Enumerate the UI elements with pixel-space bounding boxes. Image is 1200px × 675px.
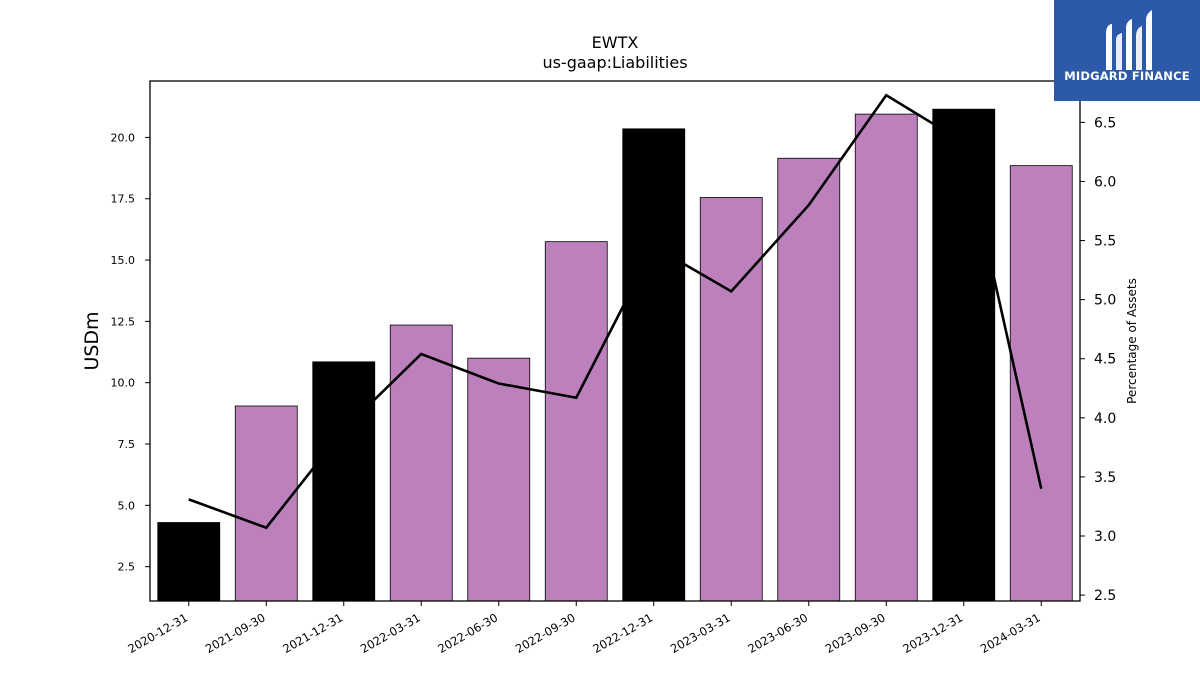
bar [389, 324, 453, 602]
x-tick-label: 2023-03-31 [668, 610, 733, 656]
y2-tick-label: 5.0 [1094, 293, 1116, 309]
x-tick-label: 2022-09-30 [513, 610, 578, 656]
chart-subtitle: us-gaap:Liabilities [542, 53, 687, 72]
y2-axis-label: Percentage of Assets [1125, 278, 1139, 404]
y-axis-right: 2.5 3.0 3.5 4.0 4.5 5.0 5.5 6.0 6.5 [1080, 115, 1116, 604]
y-tick-label: 17.5 [111, 193, 136, 206]
y-tick-label: 5.0 [118, 499, 136, 512]
bar [777, 157, 841, 602]
bar [544, 241, 608, 602]
y2-tick-label: 5.5 [1094, 234, 1116, 250]
y-tick-label: 20.0 [111, 131, 136, 144]
x-tick-label: 2024-03-31 [978, 610, 1043, 656]
bar [1009, 165, 1073, 602]
x-tick-label: 2022-03-31 [358, 610, 423, 656]
y-tick-label: 2.5 [118, 561, 136, 574]
x-axis: 2020-12-31 2021-09-30 2021-12-31 2022-03-31… [125, 601, 1043, 656]
x-tick-label: 2022-06-30 [435, 610, 500, 656]
x-tick-label: 2023-06-30 [745, 610, 810, 656]
chart-title: EWTX [592, 33, 639, 52]
brand-logo: MIDGARD FINANCE [1054, 0, 1200, 101]
bar [234, 405, 298, 602]
line-group [188, 93, 1043, 530]
y2-tick-label: 4.0 [1094, 411, 1116, 427]
y2-tick-label: 4.5 [1094, 352, 1116, 368]
y2-tick-label: 6.5 [1094, 115, 1116, 131]
bars-group [157, 108, 1073, 602]
bar [467, 357, 531, 602]
x-tick-label: 2023-12-31 [900, 610, 965, 656]
y-axis-label: USDm [81, 311, 103, 370]
y2-tick-label: 3.5 [1094, 470, 1116, 486]
y-tick-label: 15.0 [111, 254, 136, 267]
bar [157, 522, 221, 602]
bar [932, 108, 996, 602]
bar [312, 361, 376, 602]
y2-tick-label: 3.0 [1094, 529, 1116, 545]
y2-tick-label: 6.0 [1094, 174, 1116, 190]
y2-tick-label: 2.5 [1094, 588, 1116, 604]
y-tick-label: 10.0 [111, 377, 136, 390]
line-series [188, 93, 1043, 530]
y-tick-label: 12.5 [111, 315, 136, 328]
x-tick-label: 2023-09-30 [823, 610, 888, 656]
x-tick-label: 2020-12-31 [125, 610, 190, 656]
x-tick-label: 2021-09-30 [203, 610, 268, 656]
x-tick-label: 2021-12-31 [280, 610, 345, 656]
x-tick-label: 2022-12-31 [590, 610, 655, 656]
plot-frame [149, 80, 1081, 602]
y-axis-left: 2.5 5.0 7.5 10.0 12.5 15.0 17.5 20.0 [111, 131, 150, 574]
bar [699, 197, 763, 602]
y-tick-label: 7.5 [118, 438, 136, 451]
bar [622, 128, 686, 602]
logo-text: MIDGARD FINANCE [1064, 69, 1190, 83]
logo-mark-icon [1106, 10, 1152, 70]
bar [854, 113, 918, 602]
